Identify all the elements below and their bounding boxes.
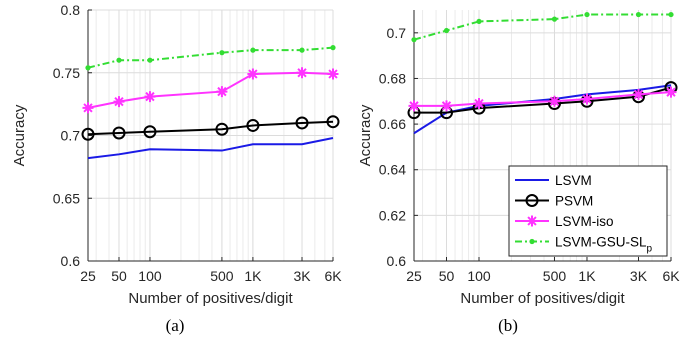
marker-circle: [246, 118, 260, 132]
y-tick-label: 0.65: [53, 190, 80, 206]
x-tick-label: 3K: [630, 268, 648, 284]
x-axis-label: Number of positives/digit: [460, 290, 625, 307]
marker-star: [632, 88, 644, 100]
marker-circle: [295, 116, 309, 130]
marker-star: [473, 98, 485, 110]
series-line: [87, 120, 334, 136]
marker-star: [144, 91, 156, 103]
marker-star: [247, 68, 259, 80]
y-tick-label: 0.8: [61, 2, 81, 18]
marker-dot: [584, 11, 590, 18]
marker-star: [216, 86, 228, 98]
legend-label-subscript: p: [647, 244, 653, 255]
marker-dot: [443, 27, 450, 34]
legend-label: LSVM: [555, 173, 592, 188]
y-tick-label: 0.7: [61, 128, 81, 144]
marker-star: [665, 86, 677, 98]
x-tick-label: 500: [210, 268, 234, 284]
series-lsvm: [87, 137, 334, 160]
series-line: [87, 137, 334, 160]
marker-dot: [147, 57, 153, 63]
series-lsvm-gsu-sl-p: [411, 11, 674, 43]
x-tick-label: 1K: [244, 268, 262, 284]
figure-caption: (a): [166, 316, 185, 335]
figure-caption: (b): [498, 316, 518, 335]
marker-dot: [116, 57, 122, 63]
marker-circle: [215, 122, 229, 136]
marker-circle: [326, 115, 340, 129]
series-psvm: [81, 115, 340, 141]
marker-star: [82, 102, 94, 114]
marker-circle: [525, 194, 539, 207]
marker-dot: [299, 47, 305, 53]
marker-circle: [143, 125, 157, 139]
x-tick-label: 25: [406, 268, 422, 284]
legend-label: PSVM: [555, 194, 593, 209]
marker-star: [327, 68, 339, 80]
y-axis-label: Accuracy: [357, 104, 374, 166]
x-tick-label: 3K: [293, 268, 311, 284]
marker-dot: [411, 37, 417, 43]
marker-dot: [219, 50, 225, 56]
x-tick-label: 100: [467, 268, 491, 284]
marker-dot: [476, 18, 482, 25]
y-tick-label: 0.66: [379, 116, 406, 132]
chart-b: 25 50 100 500 1K 3K 6K 0.6 0.62 0.64 0.66 0.68 0.7 Nu…: [357, 10, 680, 335]
series-lsvm-iso: [82, 67, 339, 114]
marker-star: [548, 95, 560, 107]
marker-dot: [85, 65, 91, 71]
x-tick-label: 500: [543, 268, 567, 284]
marker-star: [296, 67, 308, 79]
series-lsvm-gsu-sl-p: [85, 45, 336, 71]
marker-dot: [551, 16, 558, 22]
y-tick-label: 0.7: [387, 25, 407, 41]
y-tick-label: 0.68: [379, 70, 406, 86]
marker-star: [526, 215, 538, 227]
marker-star: [113, 96, 125, 108]
marker-dot: [635, 11, 642, 18]
marker-circle: [112, 126, 126, 140]
x-tick-label: 50: [439, 268, 455, 284]
marker-dot: [529, 238, 535, 245]
series-lsvm-iso: [408, 86, 677, 112]
y-tick-label: 0.62: [379, 207, 406, 223]
marker-star: [441, 100, 453, 112]
marker-circle: [81, 127, 95, 141]
x-tick-label: 100: [138, 268, 162, 284]
marker-star: [408, 100, 420, 112]
x-axis-label: Number of positives/digit: [128, 290, 293, 307]
y-tick-label: 0.6: [61, 253, 81, 269]
chart-a: 25 50 100 500 1K 3K 6K 0.6 0.65 0.7 0.75 0.8 Number …: [11, 2, 342, 335]
marker-dot: [250, 47, 256, 53]
x-tick-label: 25: [80, 268, 96, 284]
y-axis-label: Accuracy: [11, 104, 28, 166]
x-tick-label: 6K: [324, 268, 342, 284]
y-tick-label: 0.6: [387, 253, 407, 269]
x-tick-label: 50: [111, 268, 127, 284]
x-tick-label: 1K: [578, 268, 596, 284]
y-tick-label: 0.64: [379, 162, 406, 178]
marker-dot: [668, 11, 674, 18]
x-tick-label: 6K: [662, 268, 680, 284]
marker-dot: [330, 45, 336, 51]
marker-star: [581, 93, 593, 105]
y-tick-label: 0.75: [53, 65, 80, 81]
legend-label: LSVM-iso: [555, 214, 614, 229]
